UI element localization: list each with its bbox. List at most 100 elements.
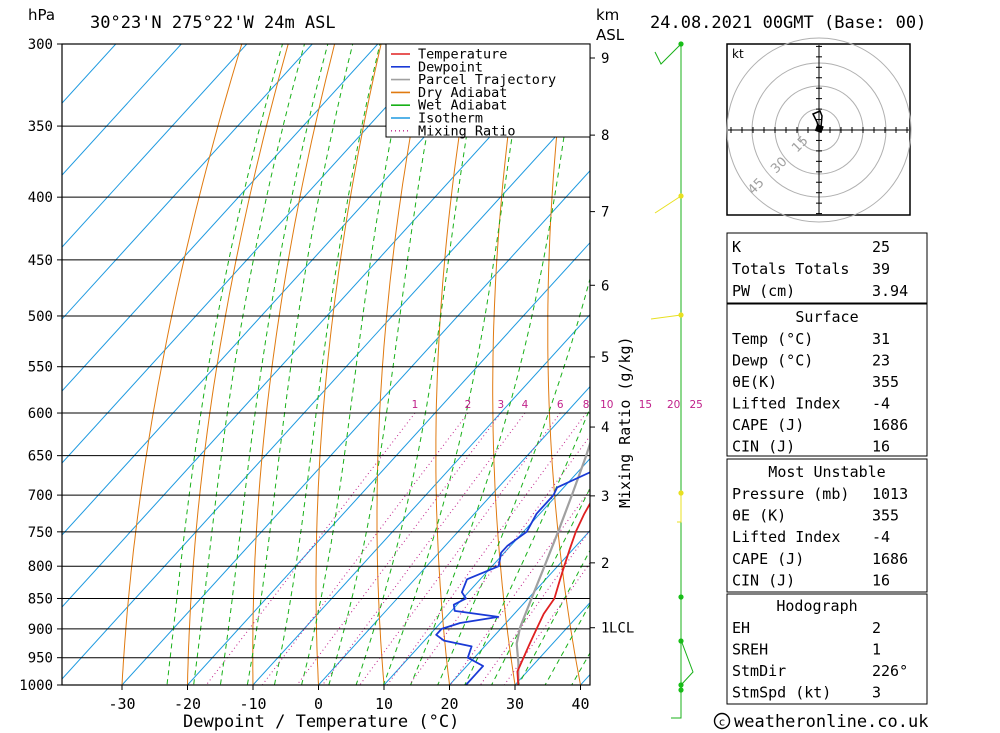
x-tick-label: -20: [174, 695, 201, 713]
mixing-ratio-label: 4: [522, 399, 529, 411]
mixing-ratio-axis-label: Mixing Ratio (g/kg): [616, 336, 634, 508]
x-tick-label: 40: [571, 695, 589, 713]
pressure-tick-label: 650: [28, 449, 53, 465]
mixing-ratio-line: [296, 412, 502, 685]
legend-entry: Temperature: [418, 47, 507, 63]
k-index-value: 25: [872, 238, 890, 256]
wet-adiabat-line: [437, 276, 590, 685]
mixing-ratio-label: 10: [600, 399, 613, 411]
plot-labels: 1 2 3 4 6 8 10 15 20 2530035040045050055060065070…: [19, 37, 703, 713]
pressure-tick-label: 550: [28, 360, 53, 376]
dry-adiabat-line: [315, 44, 382, 685]
isotherm-line: [252, 313, 590, 685]
site-link[interactable]: weatheronline.co.uk: [734, 712, 928, 732]
surface-row-value: -4: [872, 395, 890, 413]
surface-row-value: 355: [872, 373, 899, 391]
pressure-tick-label: 300: [28, 37, 53, 53]
storm-motion-marker: [814, 124, 824, 134]
mixing-ratio-label: 25: [689, 399, 702, 411]
mixing-ratio-label: 8: [583, 399, 590, 411]
k-index-label: K: [732, 238, 741, 256]
hodograph-row-label: StmSpd (kt): [732, 684, 831, 702]
most-unstable-row-label: θE (K): [732, 507, 786, 525]
wet-adiabat-line: [273, 44, 381, 685]
mixing-ratio-line: [322, 412, 526, 685]
most-unstable-row-label: CAPE (J): [732, 550, 804, 568]
hodograph-row-value: 1: [872, 641, 881, 659]
legend-entry: Isotherm: [418, 111, 483, 127]
surface-rows: Temp (°C) 31 Dewp (°C) 23 θE(K) 355 Lifted Ind…: [732, 330, 908, 456]
wet-adiabat-line: [219, 44, 329, 685]
isotherm-line: [383, 457, 590, 685]
wind-barb: [654, 43, 682, 65]
copyright-icon: [713, 712, 731, 730]
surface-row-label: Dewp (°C): [732, 352, 813, 370]
hodograph-unit-label: kt: [732, 47, 744, 61]
x-axis-label: Dewpoint / Temperature (°C): [183, 712, 459, 732]
most-unstable-row-value: 1686: [872, 550, 908, 568]
legend-entry: Wet Adiabat: [418, 98, 507, 114]
wind-barb: [654, 195, 682, 214]
copyright-icon-glyph: c: [719, 716, 725, 729]
wet-adiabat-line: [410, 44, 579, 685]
mixing-ratio-line: [359, 412, 561, 685]
datetime-label: 24.08.2021 00GMT (Base: 00): [650, 13, 926, 33]
km-tick-label: 1: [601, 621, 609, 637]
pressure-tick-label: 950: [28, 651, 53, 667]
dry-adiabat-line: [252, 44, 336, 685]
most-unstable-row-value: 16: [872, 571, 890, 589]
most-unstable-title: Most Unstable: [768, 463, 885, 481]
surface-title: Surface: [795, 308, 858, 326]
wet-adiabat-line: [355, 44, 483, 685]
surface-row-value: 31: [872, 330, 890, 348]
hodograph-row-value: 226°: [872, 662, 908, 680]
legend-entry: Dewpoint: [418, 59, 483, 75]
hodograph-rows: EH 2 SREH 1 StmDir 226° StmSpd (kt) 3: [732, 619, 908, 702]
dry-adiabat-line: [653, 7, 719, 711]
hodograph-row-label: StmDir: [732, 662, 786, 680]
km-tick-label: 4: [601, 420, 609, 436]
surface-row-label: θE(K): [732, 373, 777, 391]
x-tick-label: -30: [108, 695, 135, 713]
isotherm-line: [62, 44, 117, 104]
isotherm-line: [62, 44, 248, 248]
mixing-ratio-label: 15: [639, 399, 652, 411]
mixing-ratio-label: 20: [667, 399, 680, 411]
km-tick-label: 8: [601, 128, 609, 144]
km-label: km: [596, 6, 619, 24]
isotherm-line: [448, 529, 590, 685]
pressure-tick-label: 600: [28, 406, 53, 422]
temperature-series: [516, 501, 590, 685]
surface-row-value: 23: [872, 352, 890, 370]
most-unstable-row-label: Lifted Index: [732, 528, 840, 546]
most-unstable-row-label: CIN (J): [732, 571, 795, 589]
dry-adiabat-line: [376, 44, 429, 685]
dewpoint-series: [435, 471, 590, 685]
legend-entry: Dry Adiabat: [418, 85, 507, 101]
x-tick-label: 0: [314, 695, 323, 713]
lcl-label: LCL: [609, 621, 634, 637]
pressure-tick-label: 350: [28, 119, 53, 135]
pressure-tick-label: 850: [28, 591, 53, 607]
x-tick-label: -10: [239, 695, 266, 713]
legend-entry: Parcel Trajectory: [418, 72, 556, 88]
totals-totals-value: 39: [872, 260, 890, 278]
surface-row-value: 1686: [872, 416, 908, 434]
hodograph-trace: [811, 110, 823, 131]
mixing-ratio-line: [408, 435, 590, 685]
isotherm-line: [62, 44, 379, 392]
hpa-label: hPa: [28, 6, 55, 24]
wind-barb: [671, 690, 682, 719]
surface-row-label: CIN (J): [732, 438, 795, 456]
surface-row-label: CAPE (J): [732, 416, 804, 434]
isotherm-line: [186, 241, 590, 685]
km-axis: 9 8 7 6 5 4 3 2 1 LCL: [590, 51, 634, 637]
km-tick-label: 7: [601, 205, 609, 221]
x-tick-label: 10: [375, 695, 393, 713]
totals-totals-label: Totals Totals: [732, 260, 849, 278]
isotherm-line: [62, 44, 313, 320]
most-unstable-row-label: Pressure (mb): [732, 485, 849, 503]
